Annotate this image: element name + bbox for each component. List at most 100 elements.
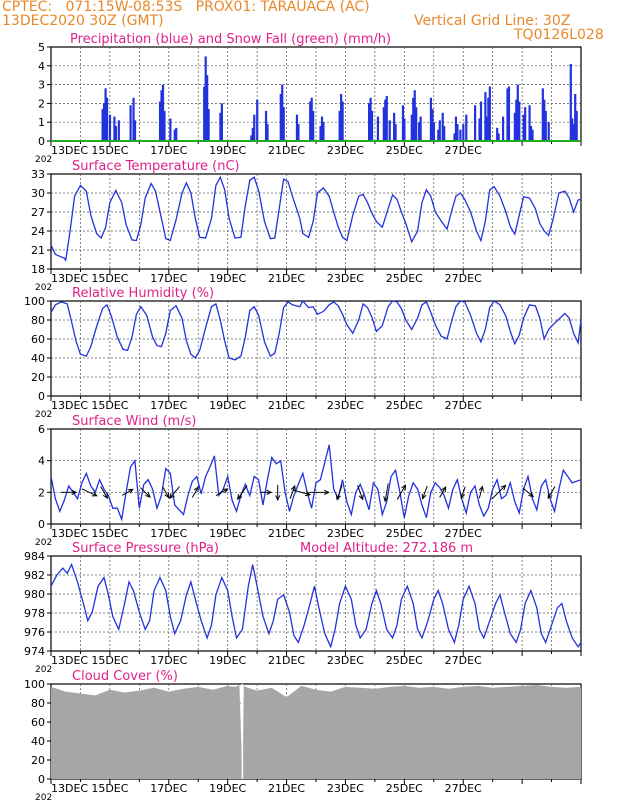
precip-bar [108, 114, 112, 141]
panel2-xtick-label: 19DEC [209, 399, 246, 412]
panel2-series-line [50, 299, 582, 361]
precip-bar [382, 107, 385, 141]
wind-arrow [237, 485, 248, 500]
panel3-ytick-label: 4 [38, 455, 45, 468]
precip-bar [320, 116, 324, 141]
panel3-xtick-label: 21DEC [268, 527, 305, 540]
panel0-xtick-label: 23DEC [327, 144, 364, 157]
panel2-xtick-label: 17DEC [150, 399, 187, 412]
precip-bar [513, 112, 516, 141]
panel4-xtick-label: 25DEC [386, 654, 423, 667]
panel0-ytick-label: 3 [38, 79, 45, 92]
panel3-xtick-label: 17DEC [150, 527, 187, 540]
wind-arrow-head [528, 491, 535, 498]
precip-bar [462, 124, 465, 141]
panel4-xtick-label: 15DEC [91, 654, 128, 667]
precip-bar [516, 84, 519, 141]
wind-arrow-head [102, 493, 108, 500]
panel3-title: Surface Wind (m/s) [72, 414, 196, 429]
precip-bar [419, 116, 422, 141]
precip-bar [376, 116, 380, 141]
precip-bar [574, 94, 577, 141]
panel3-xtick-label: 27DEC [445, 527, 482, 540]
panel3-series-line [50, 444, 582, 522]
precip-bar [437, 129, 440, 141]
panel5-title: Cloud Cover (%) [72, 669, 178, 684]
wind-arrow [357, 485, 364, 500]
panel4-title: Surface Pressure (hPa) [72, 541, 219, 556]
panel0-ytick-label: 5 [38, 41, 45, 54]
panel4-xtick-label: 17DEC [150, 654, 187, 667]
panel5-year-label: 202 [35, 793, 52, 800]
wind-arrow [140, 487, 151, 498]
panel0-ytick-label: 4 [38, 60, 45, 73]
precip-bar [571, 118, 574, 141]
panel5-ytick-label: 20 [31, 754, 45, 767]
panel5-xtick-label: 27DEC [445, 782, 482, 795]
wind-arrow [478, 486, 483, 499]
precip-bar [207, 109, 210, 141]
panel4-ytick-label: 980 [24, 588, 45, 601]
panel3-xtick-label: 13DEC [51, 527, 88, 540]
precip-bar [173, 129, 176, 141]
precip-bar [338, 110, 341, 141]
precip-bar [429, 97, 433, 141]
page-header: CPTEC: 071:15W-08:53S PROX01: TARAUACA (… [0, 0, 618, 46]
panel0-xtick-label: 27DEC [445, 144, 482, 157]
precip-bar [158, 101, 162, 141]
precip-bar [256, 99, 259, 141]
precip-bar [572, 124, 575, 141]
precip-bar [310, 97, 313, 141]
precip-bar [403, 118, 406, 141]
precip-bar [133, 120, 137, 141]
panel5-xtick-label: 15DEC [91, 782, 128, 795]
panel2-xtick-label: 13DEC [51, 399, 88, 412]
panel4-ytick-label: 976 [24, 626, 45, 639]
panel2-ytick-label: 20 [31, 371, 45, 384]
precip-bar [418, 122, 421, 141]
precip-bar [368, 103, 371, 141]
precip-bar [322, 122, 325, 141]
wind-arrow-head [304, 491, 312, 497]
wind-arrow-head [266, 489, 273, 495]
precip-bar [401, 105, 405, 141]
panel1-ytick-label: 21 [31, 244, 45, 257]
panel3-xtick-label: 25DEC [386, 527, 423, 540]
panel4-ytick-label: 974 [24, 645, 45, 658]
precip-bar [412, 97, 415, 141]
panel5-xtick-label: 21DEC [268, 782, 305, 795]
precip-bar [541, 88, 544, 141]
wind-arrow-head [164, 492, 170, 499]
panel0-xtick-label: 19DEC [209, 144, 246, 157]
panel2-title: Relative Humidity (%) [72, 286, 214, 301]
wind-arrow [522, 487, 534, 498]
precip-bar [518, 101, 521, 141]
precip-bar [385, 95, 388, 141]
precip-bar [459, 129, 462, 141]
precip-bar [282, 107, 285, 141]
wind-arrow [162, 486, 170, 498]
panel3-xtick-label: 15DEC [91, 527, 128, 540]
precip-bar [113, 116, 116, 141]
panel1-xtick-label: 25DEC [386, 272, 423, 285]
wind-arrow-head [335, 494, 341, 501]
panel1-year-label: 202 [35, 283, 52, 293]
panel3-year-label: 202 [35, 538, 52, 548]
panel1-series-line [50, 175, 582, 262]
panel1-xtick-label: 27DEC [445, 272, 482, 285]
wind-arrow-head [421, 493, 427, 500]
panel5-xtick-label: 19DEC [209, 782, 246, 795]
panel5-xtick-label: 17DEC [150, 782, 187, 795]
panel2-xtick-label: 15DEC [91, 399, 128, 412]
cloud-cover-area [51, 685, 581, 779]
wind-arrow-head [145, 492, 151, 498]
panel1-xtick-label: 21DEC [268, 272, 305, 285]
wind-arrow-head [547, 493, 553, 500]
wind-arrow [396, 484, 406, 500]
panel4-ytick-label: 984 [24, 550, 45, 563]
precip-bar [250, 135, 253, 141]
wind-arrow-head [275, 495, 281, 501]
panel4-xtick-label: 13DEC [51, 654, 88, 667]
panel2-year-label: 202 [35, 410, 52, 420]
panel0-xtick-label: 21DEC [268, 144, 305, 157]
